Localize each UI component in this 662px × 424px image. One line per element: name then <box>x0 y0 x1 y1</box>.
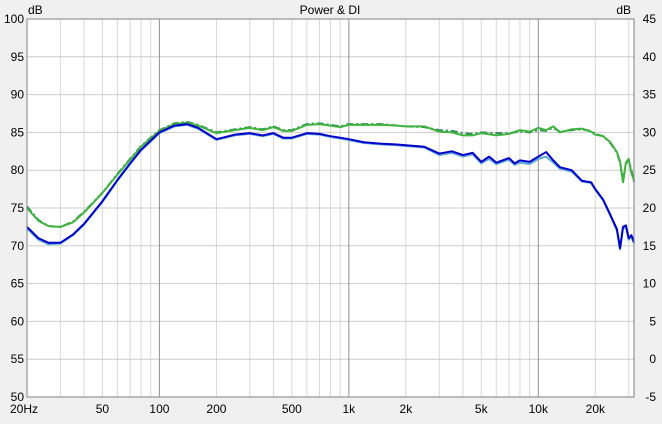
y-tick-label-right: 15 <box>643 239 657 253</box>
grid <box>26 18 634 398</box>
plot-frame <box>26 18 635 398</box>
y-tick-label-left: 60 <box>11 314 25 328</box>
x-tick-label: 50 <box>96 402 110 416</box>
y-tick-label-left: 90 <box>11 88 25 102</box>
y-tick-label-right: 35 <box>643 88 657 102</box>
x-tick-label: 5k <box>475 402 489 416</box>
y-tick-label-left: 65 <box>11 277 25 291</box>
y-tick-label-left: 85 <box>11 125 25 139</box>
y-tick-label-right: 40 <box>643 50 657 64</box>
x-tick-label: 20k <box>586 402 606 416</box>
y-tick-label-right: -5 <box>645 390 656 404</box>
y-tick-label-left: 95 <box>11 50 25 64</box>
x-tick-label: 500 <box>282 402 302 416</box>
y-tick-label-left: 70 <box>11 239 25 253</box>
y-tick-label-right: 30 <box>643 125 657 139</box>
x-tick-label: 1k <box>343 402 357 416</box>
y-tick-label-right: 10 <box>643 277 657 291</box>
x-tick-label: 20Hz <box>10 402 38 416</box>
y-tick-label-right: 0 <box>649 352 656 366</box>
series-line-4 <box>26 123 635 250</box>
series-layer <box>26 120 635 251</box>
y-tick-label-right: 5 <box>649 314 656 328</box>
x-tick-label: 200 <box>206 402 226 416</box>
chart-title: Power & DI <box>300 3 361 17</box>
y-tick-label-left: 50 <box>11 390 25 404</box>
series-line-2 <box>26 121 635 228</box>
y-axis-label-right: dB <box>616 3 631 17</box>
x-tick-label: 100 <box>149 402 169 416</box>
axis-labels: 1009590858075706560555045403530252015105… <box>4 12 656 416</box>
y-tick-label-right: 45 <box>643 12 657 26</box>
y-tick-label-right: 20 <box>643 201 657 215</box>
y-axis-label-left: dB <box>28 3 43 17</box>
y-tick-label-left: 100 <box>4 12 24 26</box>
y-tick-label-left: 55 <box>11 352 25 366</box>
y-tick-label-right: 25 <box>643 163 657 177</box>
y-tick-label-left: 80 <box>11 163 25 177</box>
x-tick-label: 10k <box>529 402 549 416</box>
x-tick-label: 2k <box>400 402 414 416</box>
y-tick-label-left: 75 <box>11 201 25 215</box>
